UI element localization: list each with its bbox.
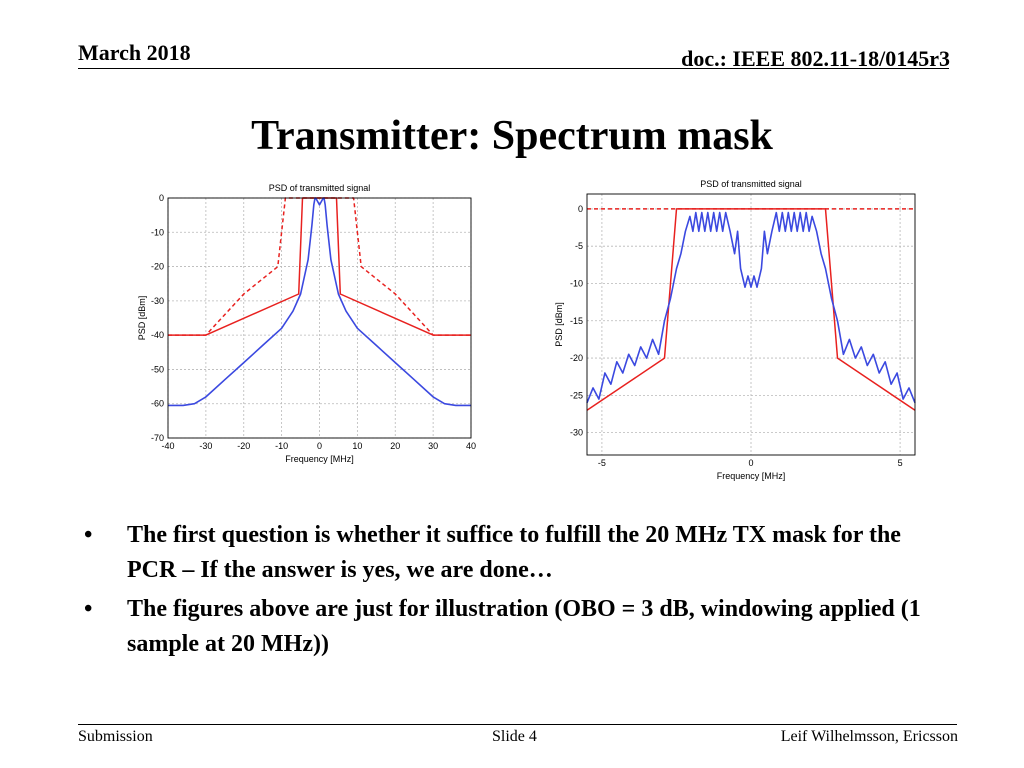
y-tick-label: -15	[570, 316, 583, 326]
psd-chart-wideband: PSD of transmitted signal -40 -30 -20 -10 0 10…	[137, 183, 476, 464]
x-tick-label: 5	[898, 458, 903, 468]
bullet-text: The first question is whether it suffice…	[127, 522, 901, 583]
bullet-list: • The first question is whether it suffi…	[84, 518, 944, 666]
slide-title: Transmitter: Spectrum mask	[251, 113, 773, 159]
plot-frame	[586, 193, 916, 456]
chart-title: PSD of transmitted signal	[700, 179, 802, 189]
header-date: March 2018	[78, 40, 191, 65]
y-tick-label: -60	[151, 399, 164, 409]
x-tick-label: -10	[275, 441, 288, 451]
chart-title: PSD of transmitted signal	[269, 183, 371, 193]
psd-curve	[586, 211, 916, 404]
x-tick-label: 0	[748, 458, 753, 468]
y-tick-label: -30	[151, 296, 164, 306]
psd-curve	[168, 197, 471, 407]
bullet-marker: •	[84, 596, 93, 622]
header-rule	[78, 68, 949, 69]
y-tick-label: -40	[151, 330, 164, 340]
x-tick-label: 10	[352, 441, 362, 451]
x-tick-label: -20	[237, 441, 250, 451]
y-tick-label: -20	[570, 353, 583, 363]
y-tick-label: -20	[151, 262, 164, 272]
y-tick-label: -10	[570, 278, 583, 288]
footer-submission: Submission	[78, 728, 153, 745]
y-tick-label: -10	[151, 227, 164, 237]
plot-frame	[167, 197, 472, 439]
y-tick-label: -30	[570, 428, 583, 438]
y-tick-label: -5	[575, 241, 583, 251]
y-tick-label: -70	[151, 433, 164, 443]
bullet-item: • The figures above are just for illustr…	[84, 592, 944, 662]
x-tick-label: 20	[390, 441, 400, 451]
y-tick-label: 0	[159, 193, 164, 203]
bullet-item: • The first question is whether it suffi…	[84, 518, 944, 588]
y-axis-label: PSD [dBm]	[554, 302, 564, 347]
footer-slide-number: Slide 4	[492, 728, 537, 745]
x-tick-label: -5	[598, 458, 606, 468]
y-tick-label: 0	[578, 204, 583, 214]
y-tick-label: -50	[151, 364, 164, 374]
footer-rule	[78, 724, 957, 725]
x-axis-label: Frequency [MHz]	[285, 454, 354, 464]
footer-author: Leif Wilhelmsson, Ericsson	[780, 728, 958, 745]
y-tick-label: -25	[570, 390, 583, 400]
x-tick-label: 40	[466, 441, 476, 451]
x-axis-label: Frequency [MHz]	[717, 471, 786, 481]
header-doc-id: doc.: IEEE 802.11-18/0145r3	[681, 46, 950, 71]
x-tick-label: 0	[317, 441, 322, 451]
x-tick-label: 30	[428, 441, 438, 451]
bullet-text: The figures above are just for illustrat…	[127, 596, 921, 657]
psd-chart-zoomed: PSD of transmitted signal -5 0 5 0 -5 -10 -15 -2…	[554, 179, 916, 481]
x-tick-label: -30	[199, 441, 212, 451]
bullet-marker: •	[84, 522, 93, 548]
y-axis-label: PSD [dBm]	[137, 296, 147, 341]
x-tick-label: -40	[161, 441, 174, 451]
